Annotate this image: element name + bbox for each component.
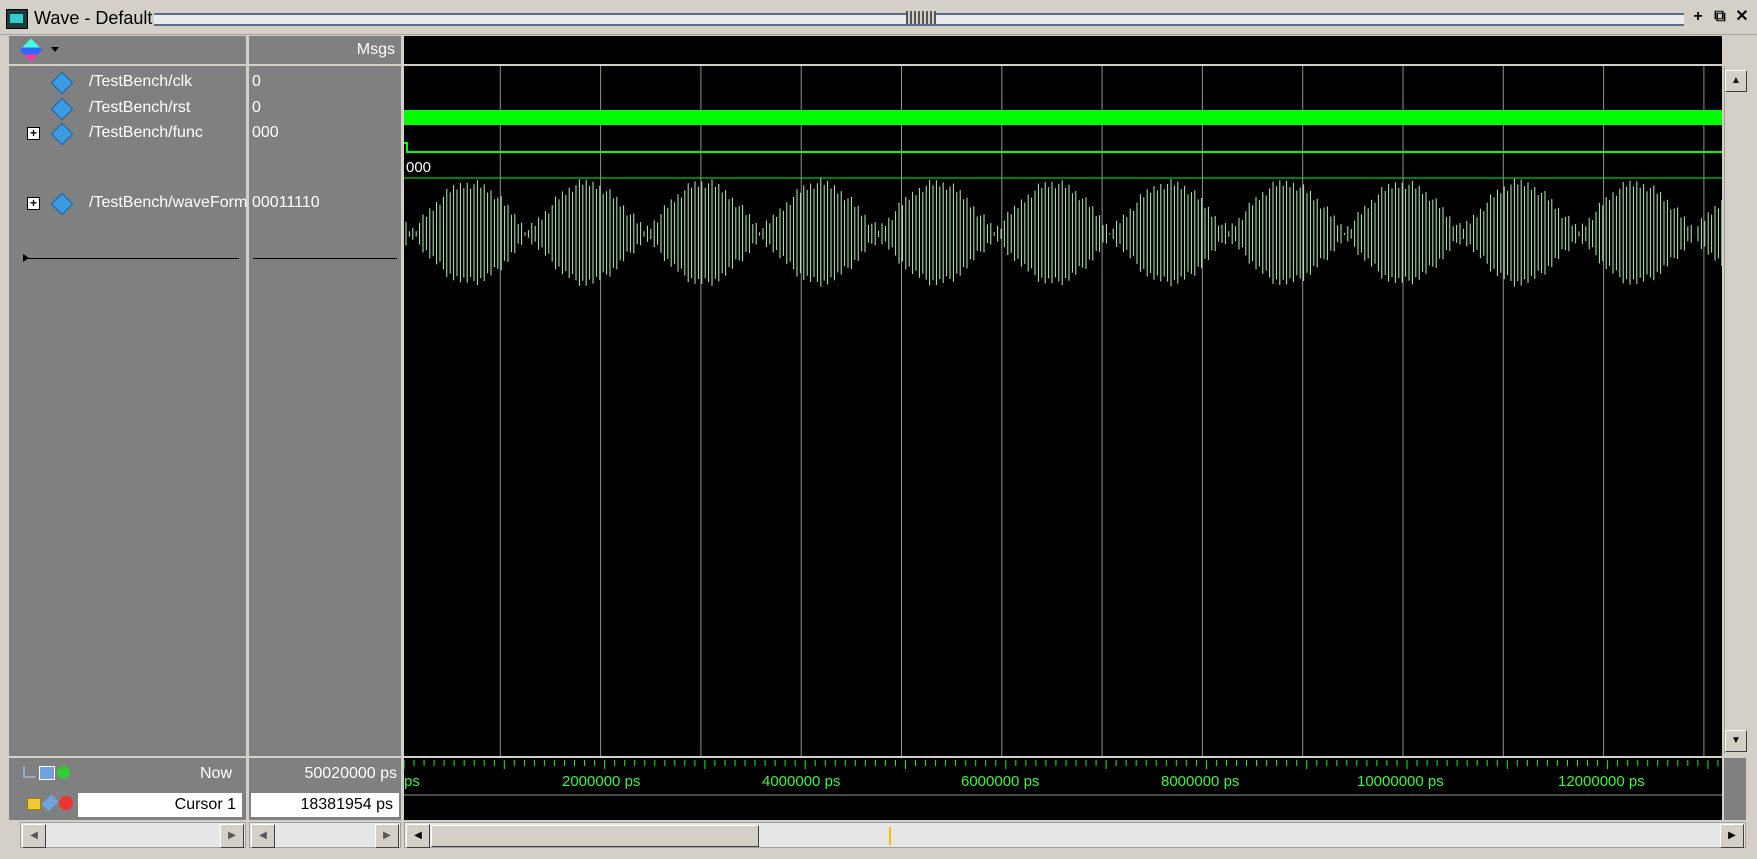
signal-name: /TestBench/waveForm [89, 194, 248, 211]
wave-scroll-thumb[interactable] [431, 825, 759, 847]
scroll-right-button[interactable]: ▶ [1720, 824, 1744, 848]
delete-cursor-icon[interactable] [59, 796, 73, 810]
lock-icon[interactable] [27, 798, 41, 810]
signal-names-pane[interactable]: /TestBench/clk /TestBench/rst + /TestBen… [9, 36, 248, 756]
expand-plus-icon[interactable]: + [27, 127, 40, 140]
func-bus-value: 000 [406, 159, 431, 176]
now-label: Now [199, 765, 232, 782]
timeline-label: 12000000 ps [1558, 773, 1645, 790]
edit-cursor-icon[interactable] [39, 766, 55, 780]
cursor-position-marker [889, 827, 891, 845]
clk-waveform [404, 110, 1722, 125]
signal-icon [50, 122, 74, 146]
wave-hscroll[interactable]: ◀ ▶ [404, 822, 1746, 848]
wave-palette-icon[interactable] [19, 38, 43, 62]
chevron-down-icon[interactable] [51, 47, 59, 52]
signal-value: 0 [252, 99, 261, 116]
grip-handle[interactable] [906, 11, 936, 24]
footer-names: Now Cursor 1 [9, 758, 246, 820]
insertion-marker-line [25, 258, 239, 259]
timeline-label: 4000000 ps [762, 773, 841, 790]
now-value: 50020000 ps [304, 765, 397, 782]
scroll-left-button[interactable]: ◀ [22, 824, 46, 848]
expand-plus-icon[interactable]: + [27, 197, 40, 210]
cursor-time-field[interactable]: 18381954 ps [251, 793, 399, 817]
insertion-marker-arrow [23, 254, 29, 262]
cursor-name-field[interactable]: Cursor 1 [78, 793, 242, 817]
window-title: Wave - Default [34, 8, 153, 28]
timeline-label: 2000000 ps [562, 773, 641, 790]
signal-value: 000 [252, 124, 279, 141]
close-button[interactable]: ✕ [1735, 8, 1749, 25]
title-bar[interactable]: Wave - Default + ⧉ ✕ [0, 0, 1757, 35]
ruler-ticks [404, 760, 1722, 796]
grid-lines [499, 66, 1705, 756]
scroll-up-button[interactable]: ▲ [1725, 70, 1747, 92]
horizontal-scrollbars: ◀ ▶ ◀ ▶ ◀ ▶ [0, 822, 1757, 848]
footer-values: 50020000 ps 18381954 ps [249, 758, 401, 820]
insertion-marker-line [253, 258, 397, 259]
waveform-canvas[interactable]: 000 [404, 66, 1722, 756]
undock-button[interactable]: ⧉ [1714, 8, 1726, 25]
add-cursor-icon[interactable] [23, 766, 35, 778]
timeline-label: 10000000 ps [1357, 773, 1444, 790]
signal-icon [50, 71, 74, 95]
scroll-down-button[interactable]: ▼ [1725, 730, 1747, 752]
insert-cursor-icon[interactable] [57, 766, 70, 779]
wrench-icon[interactable] [41, 794, 59, 812]
footer-right-gutter [1724, 758, 1746, 820]
signal-values-pane[interactable]: Msgs 0 0 000 00011110 [249, 36, 401, 756]
timeline-label: 8000000 ps [1161, 773, 1240, 790]
wave-header [404, 36, 1722, 66]
dock-button[interactable]: + [1693, 8, 1703, 25]
scroll-right-button[interactable]: ▶ [375, 824, 399, 848]
timeline-ruler[interactable]: ps 2000000 ps 4000000 ps 6000000 ps 8000… [404, 758, 1722, 820]
timeline-label: 6000000 ps [961, 773, 1040, 790]
values-header: Msgs [249, 36, 401, 66]
scroll-right-button[interactable]: ▶ [220, 824, 244, 848]
scroll-left-button[interactable]: ◀ [406, 824, 430, 848]
msgs-label: Msgs [356, 41, 395, 58]
footer: Now Cursor 1 50020000 ps 18381954 ps ps … [0, 758, 1757, 822]
signal-name: /TestBench/clk [89, 73, 193, 90]
vertical-scrollbar[interactable]: ▲ ▼ [1724, 66, 1747, 754]
signal-value: 0 [252, 73, 261, 90]
signal-name: /TestBench/func [89, 124, 203, 141]
signal-icon [50, 97, 74, 121]
signal-name: /TestBench/rst [89, 99, 191, 116]
signal-value: 00011110 [252, 194, 320, 211]
waveform-analog-trace [405, 178, 1722, 287]
rst-waveform [404, 142, 1722, 153]
names-hscroll[interactable]: ◀ ▶ [20, 822, 246, 848]
names-header [9, 36, 246, 66]
waveform-pane[interactable]: 000 [404, 36, 1722, 756]
timeline-label-start: ps [404, 773, 420, 790]
scroll-left-button[interactable]: ◀ [251, 824, 275, 848]
signal-icon [50, 192, 74, 216]
values-hscroll[interactable]: ◀ ▶ [249, 822, 401, 848]
wave-app-icon [6, 9, 28, 29]
